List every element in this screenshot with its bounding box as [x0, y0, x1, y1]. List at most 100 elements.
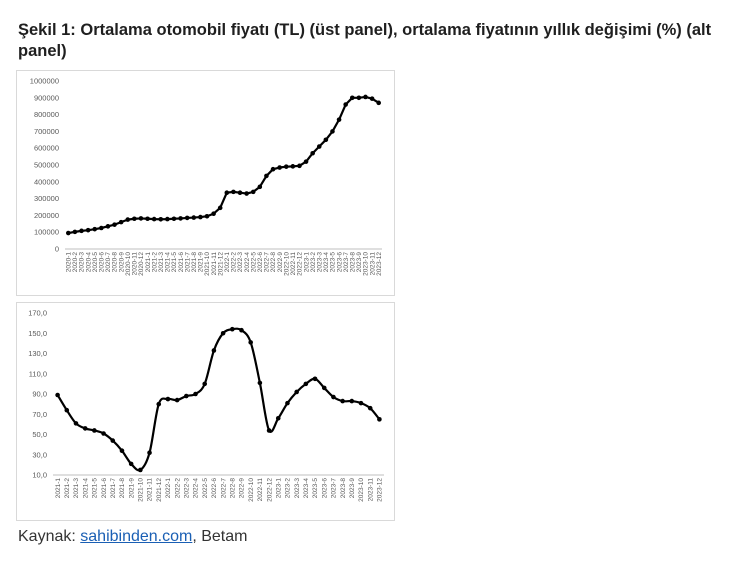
y-tick-label: 50,0 — [32, 430, 47, 439]
data-point — [184, 393, 189, 399]
data-point — [165, 216, 170, 222]
data-point — [294, 389, 299, 395]
source-link[interactable]: sahibinden.com — [80, 528, 193, 545]
x-tick-label: 2023-12 — [377, 478, 384, 502]
data-point — [323, 137, 329, 143]
data-point — [224, 190, 230, 196]
x-tick-label: 2021-11 — [211, 252, 218, 276]
x-tick-label: 2023-5 — [312, 478, 319, 499]
data-point — [101, 431, 106, 436]
x-tick-label: 2021-4 — [165, 252, 172, 273]
x-tick-label: 2020-10 — [125, 252, 132, 276]
x-tick-label: 2023-1 — [303, 252, 310, 273]
x-tick-label: 2023-10 — [358, 478, 365, 502]
x-tick-label: 2022-12 — [266, 478, 273, 502]
x-tick-label: 2022-8 — [229, 478, 236, 499]
y-tick-label: 30,0 — [32, 450, 47, 459]
x-tick-label: 2023-1 — [275, 478, 282, 499]
data-point — [270, 166, 276, 172]
x-tick-label: 2022-11 — [257, 478, 264, 502]
data-point — [105, 224, 111, 229]
data-point — [138, 467, 143, 473]
data-point — [178, 216, 183, 221]
series-line — [68, 95, 380, 235]
data-point — [85, 227, 91, 233]
y-tick-label: 700000 — [34, 127, 59, 136]
x-tick-label: 2023-8 — [340, 478, 347, 499]
data-point — [356, 95, 362, 101]
x-tick-label: 2022-5 — [202, 478, 209, 499]
x-tick-label: 2021-3 — [73, 478, 80, 499]
data-point — [191, 215, 197, 220]
x-tick-label: 2021-5 — [171, 252, 178, 273]
x-tick-label: 2023-2 — [285, 478, 292, 499]
x-tick-label: 2022-9 — [277, 252, 284, 273]
x-tick-label: 2023-3 — [294, 478, 301, 499]
data-point — [118, 219, 124, 225]
data-point — [125, 217, 131, 222]
y-tick-label: 100000 — [34, 228, 59, 237]
x-tick-label: 2021-7 — [184, 252, 191, 273]
data-point — [99, 225, 104, 231]
x-tick-label: 2020-6 — [99, 252, 106, 273]
x-tick-label: 2021-7 — [110, 478, 117, 499]
x-tick-label: 2021-10 — [138, 478, 145, 502]
y-tick-label: 10,0 — [32, 471, 47, 480]
data-point — [376, 100, 381, 106]
x-tick-label: 2020-4 — [85, 252, 92, 273]
data-point — [174, 397, 180, 403]
x-tick-label: 2023-7 — [331, 478, 338, 499]
x-tick-label: 2022-11 — [290, 252, 297, 276]
x-tick-label: 2022-7 — [264, 252, 271, 273]
x-tick-label: 2020-12 — [138, 252, 145, 276]
data-point — [239, 327, 244, 333]
data-point — [290, 164, 296, 169]
data-point — [145, 216, 150, 222]
x-tick-label: 2021-10 — [204, 252, 211, 276]
annual-change-line-chart: 10,0 30,0 50,0 70,0 90,0 110,0 130,0 150,0 170,0… — [28, 309, 384, 502]
y-tick-label: 170,0 — [28, 309, 47, 318]
y-tick-label: 400000 — [34, 177, 59, 186]
data-point — [92, 428, 97, 433]
data-point — [312, 376, 318, 382]
x-tick-label: 2021-2 — [151, 252, 158, 273]
x-tick-label: 2022-3 — [237, 252, 244, 273]
x-tick-label: 2023-9 — [349, 478, 356, 499]
data-point — [128, 461, 134, 467]
x-tick-label: 2020-2 — [72, 252, 79, 273]
x-tick-label: 2021-8 — [191, 252, 198, 273]
x-tick-label: 2021-9 — [128, 478, 135, 499]
data-point — [244, 191, 249, 196]
price-line-chart: 0 100000 200000 300000 400000 500000 600000 700… — [30, 77, 383, 276]
data-point — [64, 407, 70, 413]
x-tick-label: 2022-6 — [257, 252, 264, 273]
data-point — [119, 448, 125, 453]
x-tick-label: 2023-6 — [321, 478, 328, 499]
x-tick-label: 2021-2 — [64, 478, 71, 499]
data-point — [132, 216, 137, 222]
data-point — [211, 348, 217, 353]
x-tick-label: 2022-1 — [165, 478, 172, 499]
data-point — [112, 222, 117, 227]
data-point — [193, 391, 198, 397]
data-point — [336, 117, 342, 122]
y-tick-label: 150,0 — [28, 329, 47, 338]
data-point — [330, 129, 335, 134]
data-point — [358, 400, 364, 406]
x-tick-label: 2021-12 — [217, 252, 224, 276]
y-tick-label: 800000 — [34, 110, 59, 119]
x-tick-label: 2022-4 — [244, 252, 251, 273]
data-point — [321, 385, 327, 391]
data-point — [204, 213, 210, 219]
bottom-panel-change-chart: 10,0 30,0 50,0 70,0 90,0 110,0 130,0 150,0 170,0… — [16, 302, 395, 521]
x-tick-label: 2022-10 — [283, 252, 290, 276]
data-point — [310, 150, 315, 156]
data-point — [151, 216, 157, 222]
x-tick-label: 2020-9 — [118, 252, 125, 273]
x-tick-label: 2022-3 — [184, 478, 191, 499]
x-tick-label: 2022-2 — [231, 252, 238, 273]
x-tick-label: 2021-3 — [158, 252, 165, 273]
y-tick-label: 900000 — [34, 93, 59, 102]
x-tick-label: 2020-8 — [112, 252, 119, 273]
x-tick-label: 2022-8 — [270, 252, 277, 273]
